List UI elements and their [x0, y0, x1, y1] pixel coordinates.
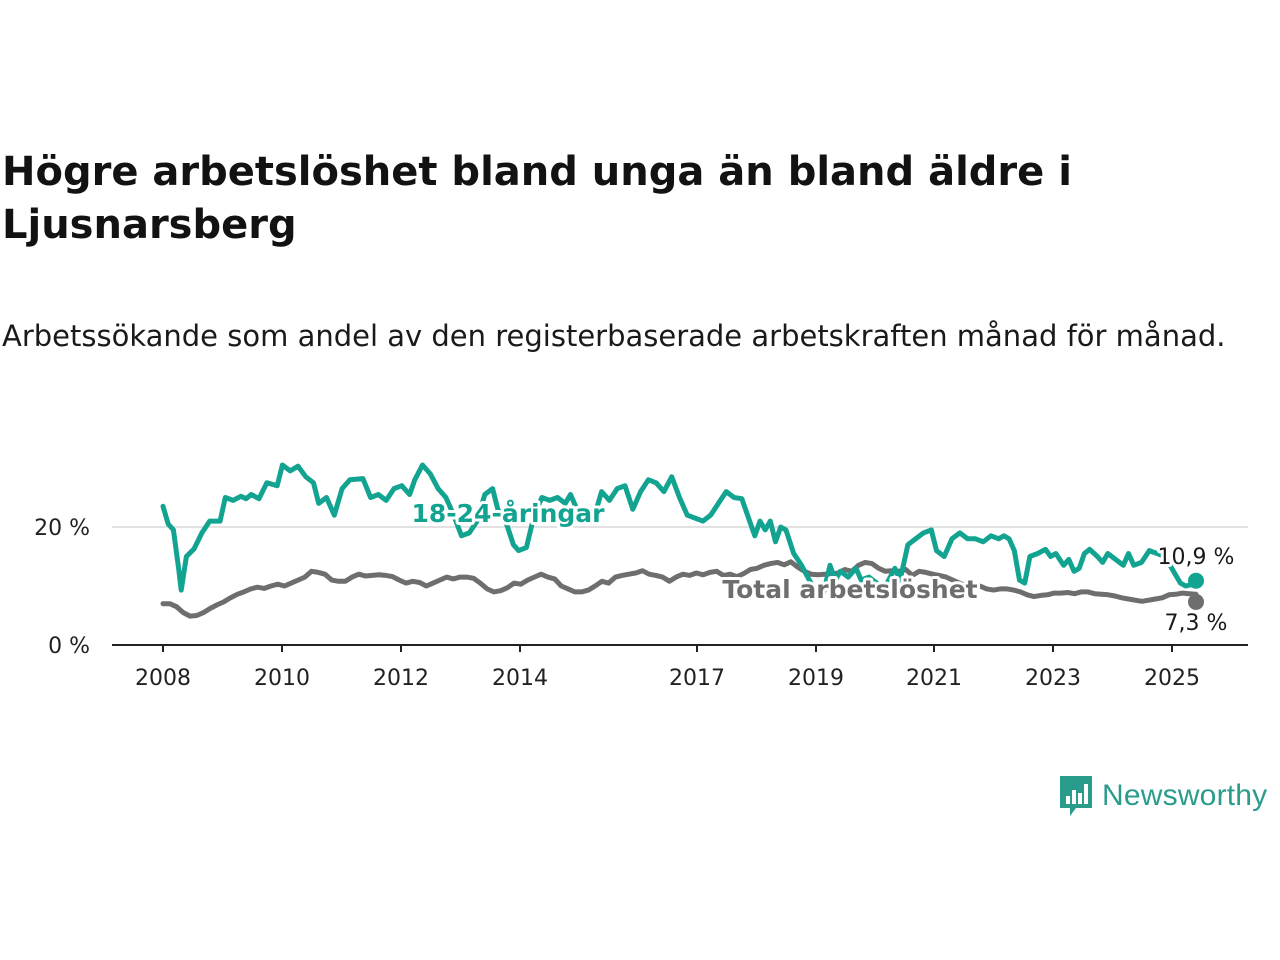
line-chart: 0 % 20 % 2008 2010 2012 2014 2017 2019 2021 2023… [34, 462, 1248, 691]
newsworthy-logo: Newsworthy [1058, 774, 1267, 818]
end-value-label-total: 7,3 % [1165, 611, 1228, 636]
series-labels: 18-24-åringar Total arbetslöshet 10,9 % 7,3… [409, 496, 1238, 639]
series-label-total: Total arbetslöshet [722, 575, 977, 604]
chart-subtitle: Arbetssökande som andel av den registerb… [2, 319, 1226, 353]
y-axis-tick-labels: 0 % 20 % [34, 516, 90, 659]
x-tick-label: 2019 [788, 666, 844, 691]
x-tick-label: 2025 [1144, 666, 1200, 691]
x-tick-label: 2012 [373, 666, 429, 691]
series-line-total [160, 559, 1199, 619]
x-tick-label: 2010 [254, 666, 310, 691]
x-tick-label: 2008 [135, 666, 191, 691]
chart-title: Högre arbetslöshet bland unga än bland ä… [2, 149, 1072, 248]
y-tick-label: 0 % [48, 634, 90, 659]
series-line-youth [160, 462, 1199, 601]
x-tick-label: 2023 [1025, 666, 1081, 691]
newsworthy-bar-chart-logo-icon [1060, 776, 1092, 816]
end-value-label-youth: 10,9 % [1158, 545, 1235, 570]
x-tick-label: 2014 [492, 666, 548, 691]
x-tick-label: 2017 [669, 666, 725, 691]
x-axis: 2008 2010 2012 2014 2017 2019 2021 2023 2025 [135, 645, 1200, 691]
series-lines [160, 462, 1204, 619]
y-tick-label: 20 % [34, 516, 90, 541]
x-tick-label: 2021 [906, 666, 962, 691]
brand-name: Newsworthy [1102, 779, 1268, 812]
end-dot-total [1188, 593, 1204, 610]
series-label-youth: 18-24-åringar [412, 499, 606, 528]
end-dot-youth [1188, 572, 1204, 589]
